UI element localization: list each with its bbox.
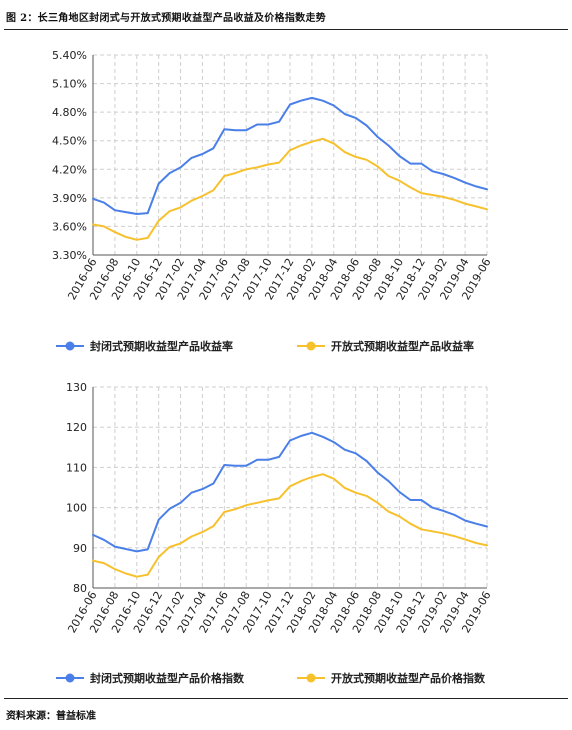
legend-label: 封闭式预期收益型产品收益率 bbox=[90, 339, 233, 353]
index-y-tick-label: 80 bbox=[73, 582, 87, 595]
bottom-rule bbox=[4, 698, 568, 699]
top-rule bbox=[4, 29, 568, 30]
yield-y-tick-label: 3.30% bbox=[52, 249, 87, 262]
index-series-line-closed bbox=[92, 431, 488, 553]
yield-legend-item-closed: 封闭式预期收益型产品收益率 bbox=[56, 339, 233, 353]
yield-y-tick-label: 4.80% bbox=[52, 106, 87, 119]
yield-gridlines bbox=[93, 54, 488, 256]
index-y-tick-label: 110 bbox=[66, 461, 87, 474]
legend-marker bbox=[306, 673, 316, 683]
price-index-chart: 80901001101201302016-062016-082016-10201… bbox=[56, 381, 494, 685]
index-y-tick-label: 130 bbox=[66, 381, 87, 394]
yield-rate-chart: 3.30% 3.60% 3.90% 4.20% 4.50% 4.80% 5.10% 5.40%… bbox=[52, 49, 494, 353]
legend-label: 开放式预期收益型产品收益率 bbox=[331, 339, 474, 353]
index-legend-item-closed: 封闭式预期收益型产品价格指数 bbox=[56, 671, 245, 685]
yield-y-tick-label: 4.20% bbox=[52, 163, 87, 176]
yield-y-tick-label: 3.90% bbox=[52, 192, 87, 205]
index-y-tick-label: 120 bbox=[66, 421, 87, 434]
legend-marker bbox=[65, 673, 75, 683]
index-y-tick-label: 100 bbox=[66, 502, 87, 515]
legend-marker bbox=[65, 341, 75, 351]
yield-y-tick-label: 3.60% bbox=[52, 220, 87, 233]
yield-y-tick-label: 5.10% bbox=[52, 78, 87, 91]
index-series-line-open bbox=[92, 473, 488, 578]
index-legend-item-open: 开放式预期收益型产品价格指数 bbox=[297, 671, 486, 685]
figure-title: 图 2：长三角地区封闭式与开放式预期收益型产品收益及价格指数走势 bbox=[6, 13, 327, 24]
yield-series-line-closed bbox=[92, 96, 488, 215]
yield-series-line-open bbox=[92, 137, 488, 241]
yield-y-tick-label: 4.50% bbox=[52, 135, 87, 148]
index-y-tick-label: 90 bbox=[73, 542, 87, 555]
legend-label: 开放式预期收益型产品价格指数 bbox=[331, 671, 486, 685]
yield-legend-item-open: 开放式预期收益型产品收益率 bbox=[297, 339, 474, 353]
legend-marker bbox=[306, 341, 316, 351]
yield-y-tick-label: 5.40% bbox=[52, 49, 87, 62]
data-source-note: 资料来源：普益标准 bbox=[6, 711, 96, 722]
legend-label: 封闭式预期收益型产品价格指数 bbox=[90, 671, 245, 685]
